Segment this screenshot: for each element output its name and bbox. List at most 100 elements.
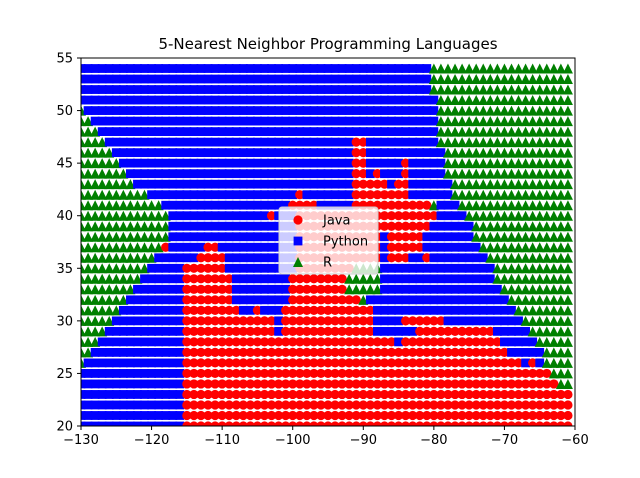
python-point (387, 326, 396, 336)
python-point (196, 85, 206, 94)
java-point (245, 358, 255, 368)
java-point (521, 379, 531, 389)
python-point (133, 369, 142, 378)
python-point (238, 232, 248, 242)
python-point (337, 127, 347, 136)
java-point (415, 421, 425, 426)
java-point (457, 379, 467, 389)
java-point (203, 284, 213, 294)
python-point (436, 158, 446, 168)
python-point (104, 390, 114, 399)
r-point (125, 252, 136, 263)
r-point (104, 294, 115, 305)
python-point (161, 421, 171, 426)
python-point (281, 158, 291, 168)
java-point (379, 410, 390, 421)
r-point (83, 347, 94, 358)
r-point (562, 263, 573, 274)
python-point (365, 158, 375, 168)
python-point (365, 127, 375, 136)
java-point (401, 242, 411, 252)
python-point (168, 106, 178, 115)
r-point (97, 158, 108, 169)
y-tick-label: 25 (56, 367, 73, 382)
java-point (372, 421, 382, 426)
python-point (175, 74, 185, 84)
java-point (245, 421, 255, 426)
r-point (83, 126, 94, 137)
python-point (182, 253, 192, 263)
java-point (464, 358, 474, 368)
python-point (196, 148, 206, 158)
r-point (83, 179, 94, 190)
java-point (252, 379, 263, 389)
r-point (442, 63, 453, 74)
r-point (83, 242, 94, 253)
java-point (379, 190, 390, 200)
r-point (118, 168, 129, 179)
python-point (429, 274, 439, 284)
java-point (478, 410, 488, 421)
r-point (527, 221, 538, 232)
python-point (224, 148, 234, 158)
python-point (104, 337, 114, 347)
python-point (260, 242, 269, 252)
java-point (358, 148, 368, 158)
r-point (555, 347, 566, 358)
python-point (380, 253, 389, 263)
python-point (203, 200, 213, 210)
r-point (125, 273, 136, 284)
r-point (464, 189, 475, 200)
java-point (429, 379, 439, 389)
python-point (133, 400, 142, 410)
r-point (527, 105, 538, 116)
r-point (90, 158, 101, 169)
python-point (140, 274, 149, 284)
java-point (210, 263, 220, 273)
python-point (330, 95, 340, 105)
r-point (457, 63, 468, 74)
r-point (132, 263, 143, 274)
java-point (337, 410, 347, 421)
python-point (337, 137, 347, 147)
java-point (408, 232, 418, 242)
python-point (337, 169, 347, 179)
python-point (478, 274, 488, 284)
java-point (358, 305, 368, 315)
java-point (210, 421, 220, 426)
r-point (478, 84, 489, 95)
java-point (182, 400, 192, 410)
y-tick-label: 45 (56, 157, 73, 172)
r-point (562, 158, 573, 169)
r-point (534, 305, 545, 316)
python-point (485, 274, 495, 284)
java-point (182, 316, 192, 326)
r-point (104, 179, 115, 190)
java-point (337, 358, 347, 368)
python-point (457, 211, 467, 221)
python-point (295, 127, 305, 136)
r-point (471, 105, 482, 116)
python-point (140, 284, 149, 294)
r-point (471, 147, 482, 158)
r-point (153, 210, 164, 221)
python-point (168, 74, 178, 84)
python-point (126, 337, 135, 347)
r-point (527, 200, 538, 211)
python-point (175, 85, 185, 94)
java-point (408, 379, 418, 389)
r-point (139, 200, 150, 211)
java-point (464, 368, 474, 379)
python-point (140, 316, 149, 326)
java-point (337, 305, 347, 315)
python-point (238, 253, 248, 263)
java-point (492, 400, 502, 410)
r-point (90, 179, 101, 190)
java-point (415, 368, 425, 379)
java-point (316, 326, 326, 336)
python-point (485, 316, 495, 326)
java-point (203, 337, 213, 347)
java-point (224, 274, 234, 284)
r-point (139, 263, 150, 274)
java-point (464, 326, 474, 336)
